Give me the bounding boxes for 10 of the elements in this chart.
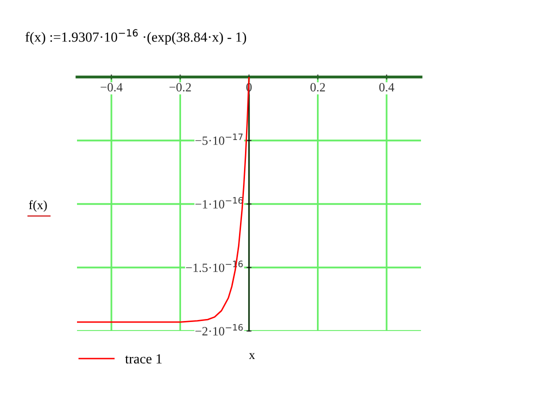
- x-tick-label: −0.2: [169, 83, 191, 92]
- legend-label: trace 1: [125, 354, 162, 364]
- x-tick-label: 0.2: [310, 83, 325, 92]
- y-tick-label: −2·10$^{−16}$: [195, 324, 243, 336]
- y-axis-title: f(x): [29, 200, 47, 212]
- y-tick-label: −5·10$^{−17}$: [195, 134, 243, 145]
- x-tick-label: −0.4: [100, 83, 123, 92]
- x-axis-title: x: [248, 353, 255, 360]
- x-tick-label: 0.4: [379, 83, 394, 92]
- chart-title: f(x) :=1.9307·10$^{−16}$ ·(exp(38.84·x) - 1): [25, 29, 246, 45]
